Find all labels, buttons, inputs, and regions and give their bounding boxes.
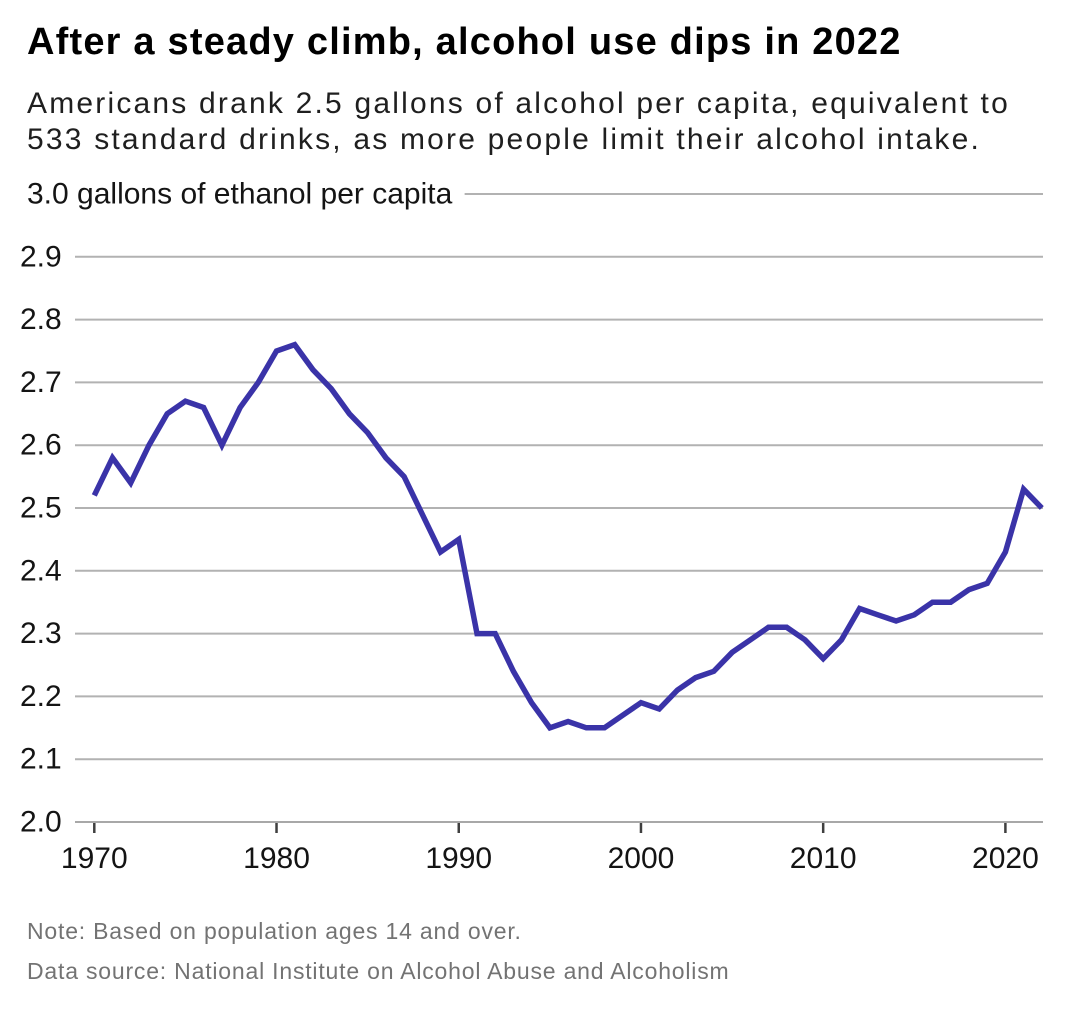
x-tick-label: 2020 bbox=[972, 842, 1039, 875]
x-tick-label: 2010 bbox=[790, 842, 857, 875]
note-text: Note: Based on population ages 14 and ov… bbox=[27, 918, 522, 944]
chart-subtitle-line-1: Americans drank 2.5 gallons of alcohol p… bbox=[27, 87, 1010, 120]
y-tick-label: 2.8 bbox=[20, 303, 62, 336]
consumption-line bbox=[91, 341, 1044, 732]
y-tick-labels: 2.0 2.1 2.2 2.3 2.4 2.5 2.6 2.7 2.8 2.9 bbox=[20, 240, 62, 838]
y-gridlines bbox=[75, 193, 1043, 823]
y-tick-label: 2.2 bbox=[20, 680, 62, 713]
y-tick-label: 2.7 bbox=[20, 366, 62, 399]
source-text: Data source: National Institute on Alcoh… bbox=[27, 958, 730, 984]
y-tick-label: 2.0 bbox=[20, 806, 62, 839]
x-tick-label: 1980 bbox=[243, 842, 310, 875]
chart-title: After a steady climb, alcohol use dips i… bbox=[27, 21, 902, 63]
y-tick-label: 2.6 bbox=[20, 429, 62, 462]
y-tick-label: 2.1 bbox=[20, 743, 62, 776]
x-axis bbox=[93, 823, 1007, 833]
y-tick-label: 2.3 bbox=[20, 617, 62, 650]
x-tick-labels: 1970 1980 1990 2000 2010 2020 bbox=[61, 842, 1039, 875]
x-tick-label: 1990 bbox=[425, 842, 492, 875]
x-tick-label: 2000 bbox=[608, 842, 675, 875]
consumption-line-series bbox=[91, 341, 1044, 732]
y-tick-label: 2.4 bbox=[20, 554, 62, 587]
y-tick-label: 2.9 bbox=[20, 240, 62, 273]
chart-subtitle-line-2: 533 standard drinks, as more people limi… bbox=[27, 123, 982, 156]
x-tick-label: 1970 bbox=[61, 842, 128, 875]
chart-subtitle: Americans drank 2.5 gallons of alcohol p… bbox=[27, 86, 1010, 158]
y-axis-unit-label: 3.0 gallons of ethanol per capita bbox=[27, 178, 453, 211]
y-tick-label: 2.5 bbox=[20, 492, 62, 525]
